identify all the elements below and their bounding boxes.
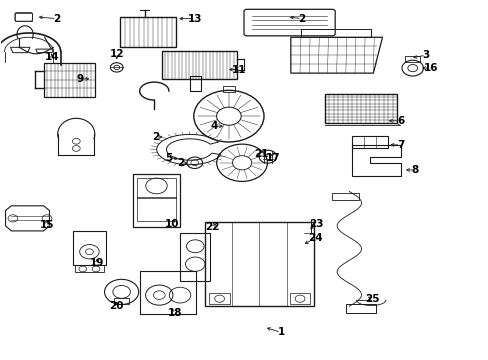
Text: 2: 2 <box>53 14 61 24</box>
Text: 25: 25 <box>364 294 379 304</box>
Bar <box>223 86 234 92</box>
Bar <box>43 63 95 97</box>
Text: 3: 3 <box>422 50 428 60</box>
Bar <box>161 51 237 79</box>
Text: 6: 6 <box>396 116 404 126</box>
Text: 1: 1 <box>277 327 284 337</box>
Bar <box>331 193 358 200</box>
Text: 10: 10 <box>165 219 179 229</box>
Bar <box>120 17 176 47</box>
Text: 17: 17 <box>265 153 280 163</box>
Text: 2: 2 <box>152 132 159 142</box>
Text: 19: 19 <box>90 258 104 268</box>
Text: 20: 20 <box>109 301 124 311</box>
Bar <box>133 174 179 227</box>
Bar <box>325 94 396 123</box>
Text: 8: 8 <box>411 165 418 175</box>
Text: 9: 9 <box>76 74 83 84</box>
Text: 22: 22 <box>205 222 220 232</box>
Text: 14: 14 <box>44 52 59 62</box>
Text: 23: 23 <box>309 219 323 229</box>
Bar <box>114 298 129 304</box>
Text: 4: 4 <box>210 121 218 131</box>
Text: 13: 13 <box>187 14 202 24</box>
Text: 2: 2 <box>177 158 184 168</box>
Text: 16: 16 <box>423 63 437 73</box>
Bar <box>345 304 375 313</box>
Bar <box>351 136 387 148</box>
Bar <box>137 178 175 198</box>
Bar <box>209 293 229 305</box>
Text: 15: 15 <box>40 220 54 230</box>
Bar <box>300 30 370 37</box>
Text: 24: 24 <box>307 233 322 243</box>
Text: 5: 5 <box>165 153 172 163</box>
Bar <box>405 56 419 62</box>
Text: 11: 11 <box>231 64 245 75</box>
Bar <box>73 231 106 265</box>
Bar <box>75 265 103 272</box>
Bar <box>137 197 175 221</box>
Text: 21: 21 <box>254 149 268 159</box>
Bar <box>289 293 310 305</box>
Text: 2: 2 <box>298 14 305 24</box>
Text: 12: 12 <box>109 49 124 59</box>
Bar <box>180 233 210 281</box>
Bar <box>140 271 195 315</box>
Text: 7: 7 <box>396 140 404 150</box>
Text: 18: 18 <box>168 309 182 318</box>
Bar <box>189 76 200 91</box>
